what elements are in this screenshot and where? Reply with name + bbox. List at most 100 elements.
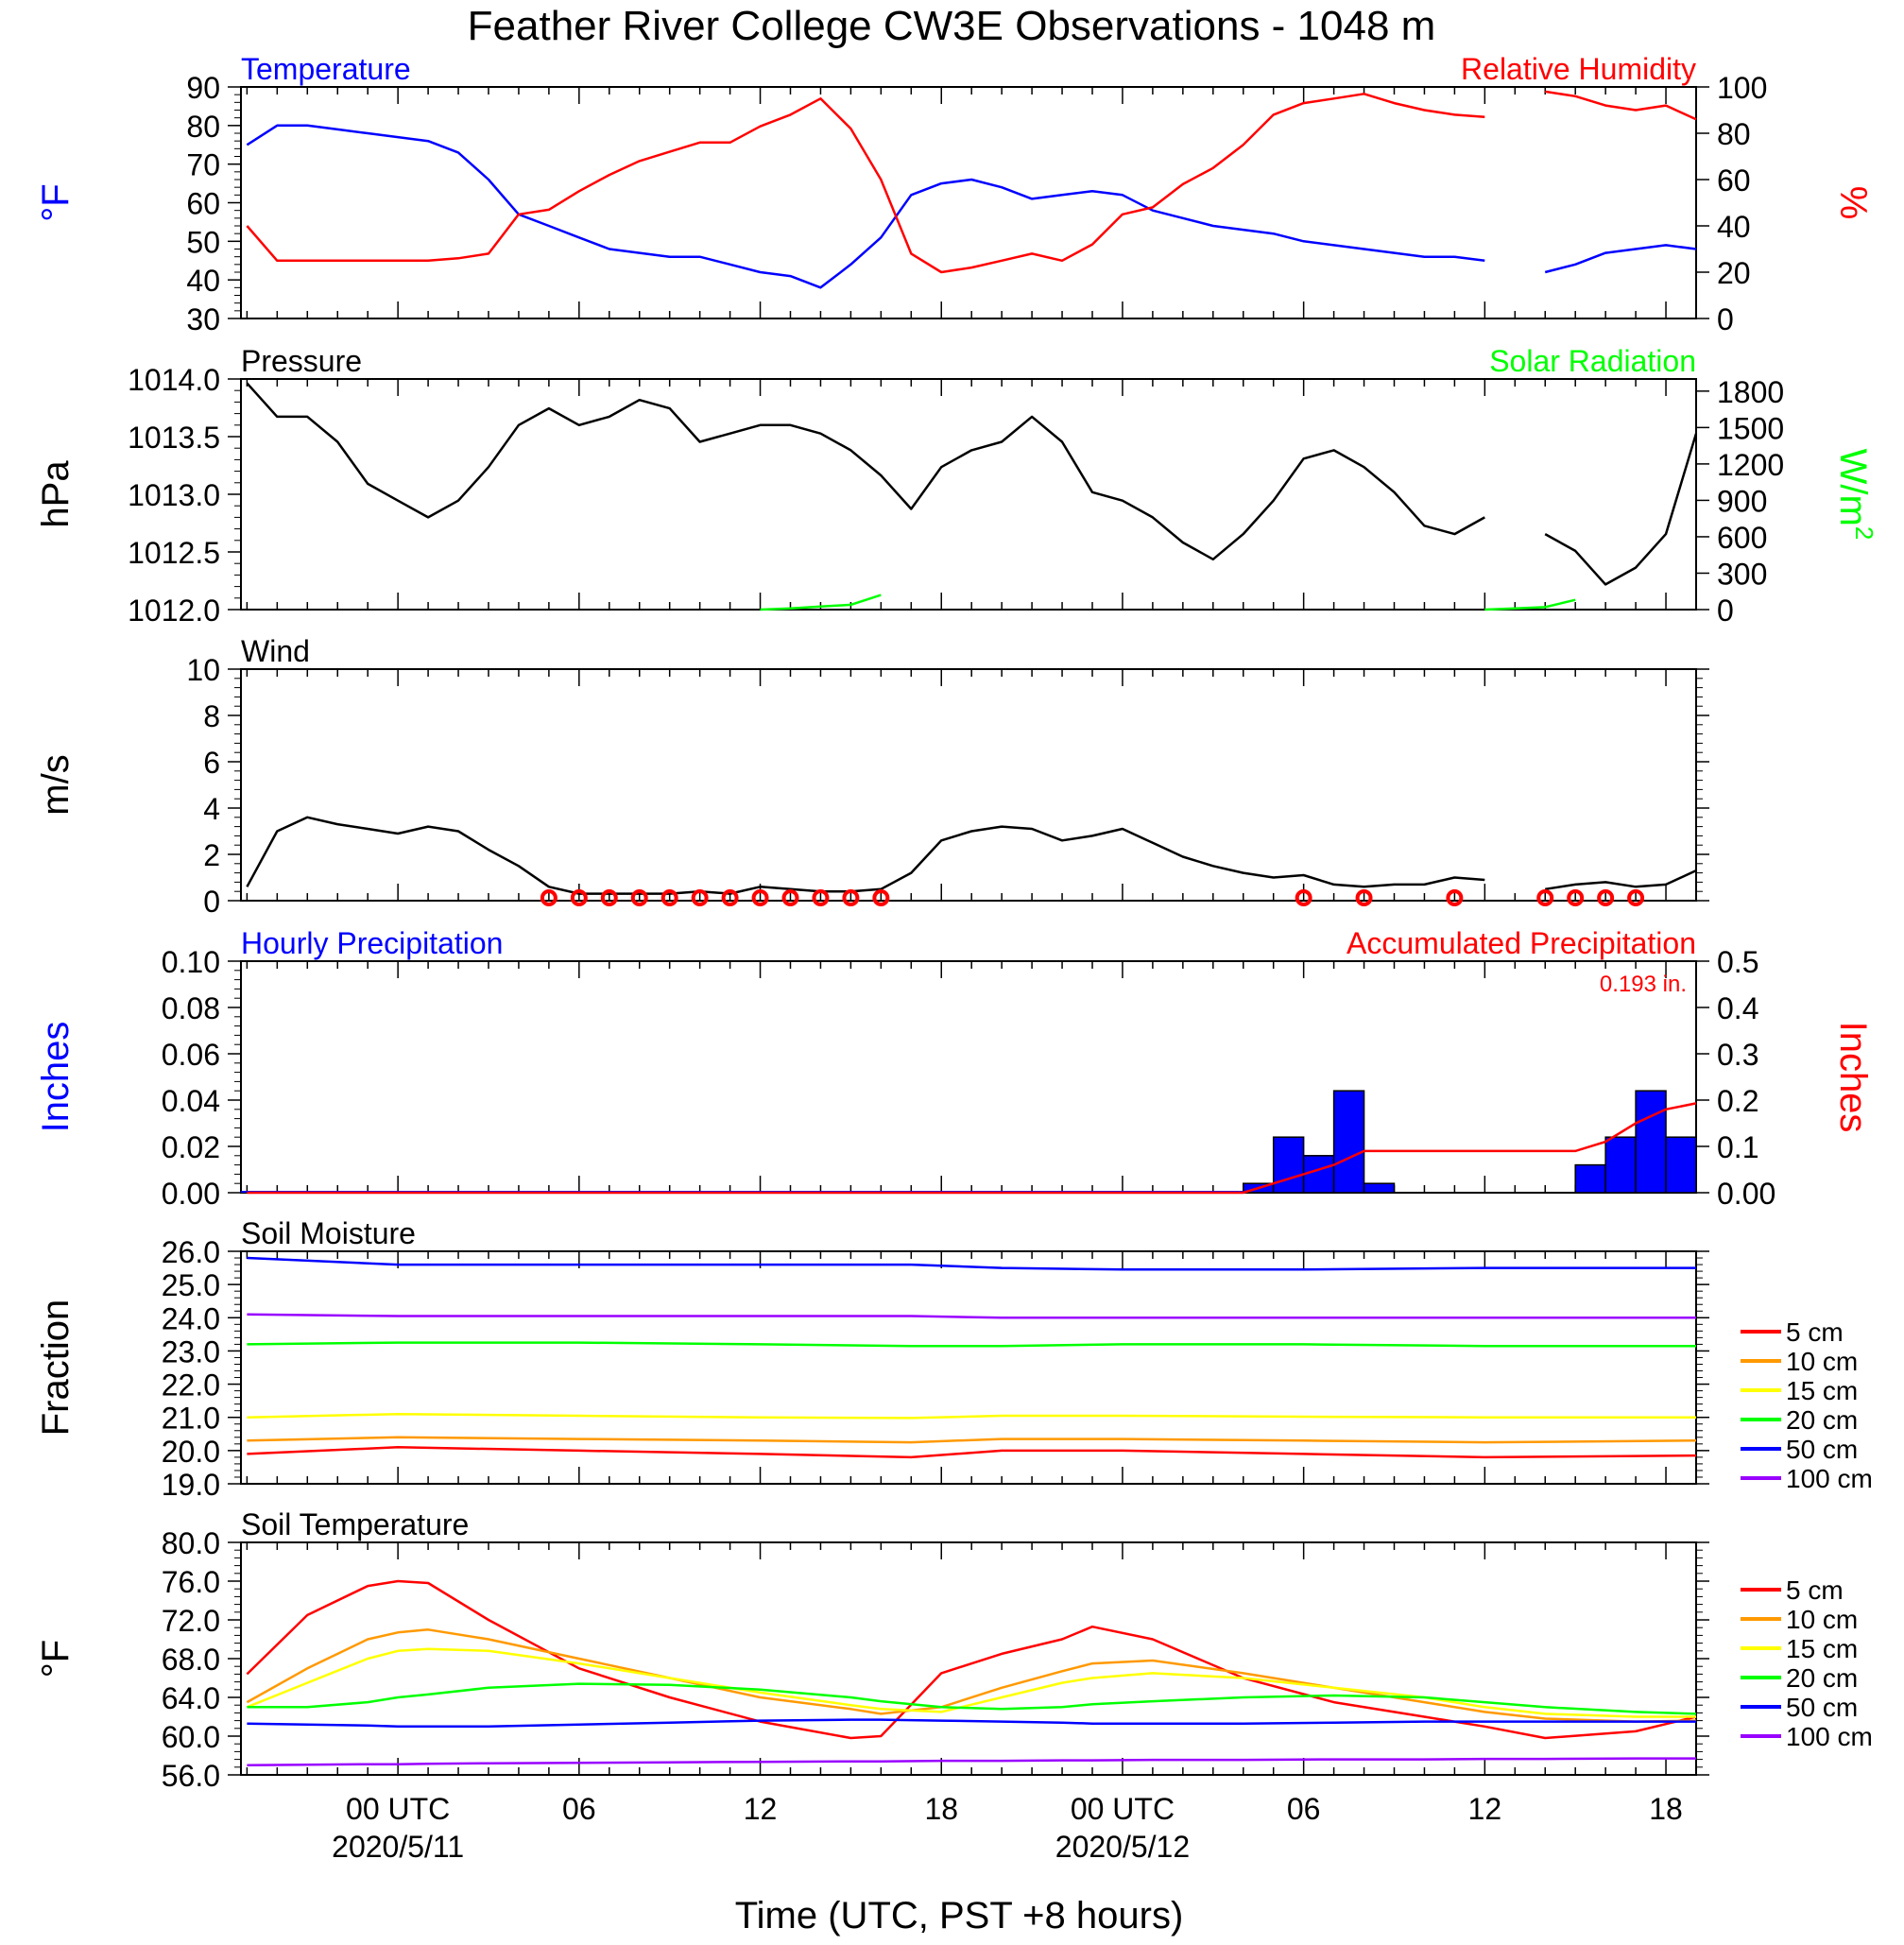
y-axis-label: Fraction xyxy=(35,1300,77,1437)
legend-label: 15 cm xyxy=(1786,1634,1858,1663)
calm-wind-marker xyxy=(1627,889,1645,906)
x-tick-label: 00 UTC xyxy=(1071,1792,1175,1826)
y-tick-label-right: 1500 xyxy=(1717,411,1784,445)
y-tick-label: 20.0 xyxy=(162,1435,220,1469)
y-tick-label: 0.06 xyxy=(162,1038,220,1072)
y-tick-label: 6 xyxy=(203,746,220,780)
y-tick-label: 4 xyxy=(203,792,220,826)
plot-frame xyxy=(240,1250,1697,1485)
y-tick-label-right: 600 xyxy=(1717,521,1767,555)
y-tick-label: 90 xyxy=(186,71,220,105)
y-tick-label: 40 xyxy=(186,264,220,298)
y-tick-label: 21.0 xyxy=(162,1402,220,1436)
precip-bar xyxy=(1635,1090,1667,1194)
legend-label: 20 cm xyxy=(1786,1663,1858,1693)
calm-wind-marker xyxy=(1567,889,1585,906)
y-tick-label: 0.10 xyxy=(162,945,220,979)
x-tick-label: 12 xyxy=(744,1792,778,1826)
panel-title-right: Accumulated Precipitation xyxy=(1347,926,1696,960)
series-10-cm xyxy=(247,1436,1697,1444)
y-tick-label: 8 xyxy=(203,699,220,733)
y-tick-label-right: 100 xyxy=(1717,71,1767,105)
precip-bar xyxy=(1604,1136,1637,1194)
legend-label: 10 cm xyxy=(1786,1347,1858,1376)
calm-wind-marker xyxy=(1536,889,1554,906)
y-axis-label: Inches xyxy=(35,1022,77,1133)
y-axis-label: hPa xyxy=(35,460,77,528)
panel-6: 80.0 76.0 72.0 68.0 64.0 60.0 56.0 Soil Tempera… xyxy=(35,1507,1873,1793)
x-date-label: 2020/5/11 xyxy=(332,1830,464,1864)
y-axis-label: °F xyxy=(35,1640,77,1678)
precip-bar xyxy=(1272,1136,1305,1194)
calm-wind-marker xyxy=(630,889,648,906)
series-50-cm xyxy=(247,1718,1696,1729)
y-tick-label: 10 xyxy=(186,653,220,687)
panel-title: Pressure xyxy=(241,344,362,378)
y-tick-label-right: 0.3 xyxy=(1717,1038,1758,1072)
x-tick-label: 18 xyxy=(1649,1792,1683,1826)
y-tick-label: 0 xyxy=(203,885,220,919)
y-tick-label: 1012.5 xyxy=(128,536,220,570)
y-axis-label-right: Inches xyxy=(1832,1022,1874,1133)
legend-label: 15 cm xyxy=(1786,1376,1858,1405)
calm-wind-marker xyxy=(781,889,799,906)
x-tick-label: 00 UTC xyxy=(346,1792,450,1826)
calm-wind-marker xyxy=(842,889,860,906)
calm-wind-marker xyxy=(691,889,709,906)
y-tick-label: 24.0 xyxy=(162,1301,220,1335)
y-tick-label: 26.0 xyxy=(162,1235,220,1269)
y-tick-label-right: 1800 xyxy=(1717,375,1784,409)
legend-label: 20 cm xyxy=(1786,1405,1858,1435)
y-tick-label-right: 0.1 xyxy=(1717,1130,1758,1164)
series-5-cm xyxy=(247,1446,1697,1459)
accumulated-total-label: 0.193 in. xyxy=(1600,972,1687,997)
y-tick-label: 0.00 xyxy=(162,1177,220,1211)
x-tick-label: 06 xyxy=(562,1792,596,1826)
panel-title: Wind xyxy=(241,634,310,668)
y-tick-label-right: 0 xyxy=(1717,594,1734,628)
series-15-cm xyxy=(246,1647,1696,1718)
series-50-cm xyxy=(247,1256,1696,1271)
y-tick-label: 25.0 xyxy=(162,1268,220,1302)
y-tick-label: 56.0 xyxy=(162,1759,220,1793)
y-axis-label-right: % xyxy=(1832,186,1874,220)
panel-title: Hourly Precipitation xyxy=(241,926,503,960)
precip-bar xyxy=(1574,1163,1606,1194)
series-20-cm xyxy=(247,1682,1697,1715)
calm-wind-marker xyxy=(872,889,890,906)
x-tick-label: 12 xyxy=(1468,1792,1502,1826)
panel-4: 0.10 0.08 0.06 0.04 0.02 0.00 0.5 0.4 0.3 0.2 0.1 0… xyxy=(35,926,1874,1211)
plot-frame xyxy=(240,668,1697,902)
precip-bar xyxy=(1302,1155,1335,1194)
legend-label: 100 cm xyxy=(1786,1464,1873,1493)
y-tick-label: 19.0 xyxy=(162,1468,220,1502)
y-tick-label: 72.0 xyxy=(162,1604,220,1638)
y-tick-label-right: 80 xyxy=(1717,117,1751,151)
y-tick-label-right: 0.2 xyxy=(1717,1084,1758,1118)
y-tick-label: 76.0 xyxy=(162,1565,220,1599)
y-tick-label-right: 20 xyxy=(1717,256,1751,290)
calm-wind-marker xyxy=(1446,889,1464,906)
calm-wind-marker xyxy=(751,889,769,906)
panel-title-right: Relative Humidity xyxy=(1461,52,1696,86)
y-tick-label: 60 xyxy=(186,187,220,221)
panel-1: 90 80 70 60 50 40 30 100 80 60 40 20 0 Temperature Rel… xyxy=(35,52,1874,336)
x-tick-label: 18 xyxy=(924,1792,958,1826)
y-tick-label: 50 xyxy=(186,225,220,259)
y-tick-label: 23.0 xyxy=(162,1334,220,1368)
y-tick-label: 1014.0 xyxy=(128,363,220,397)
legend-label: 100 cm xyxy=(1786,1722,1873,1751)
panel-3: 10 8 6 4 2 0 Wind m/s xyxy=(35,634,1709,919)
panel-title: Soil Temperature xyxy=(241,1507,469,1541)
y-tick-label-right: 0 xyxy=(1717,302,1734,336)
calm-wind-marker xyxy=(1597,889,1615,906)
series-pressure xyxy=(246,382,1698,586)
calm-wind-marker xyxy=(600,889,618,906)
y-axis-label-right: W/m2 xyxy=(1832,449,1878,541)
legend-label: 50 cm xyxy=(1786,1693,1858,1722)
y-tick-label-right: 0.00 xyxy=(1717,1177,1775,1211)
y-tick-label: 0.04 xyxy=(162,1084,220,1118)
y-tick-label-right: 300 xyxy=(1717,557,1767,591)
